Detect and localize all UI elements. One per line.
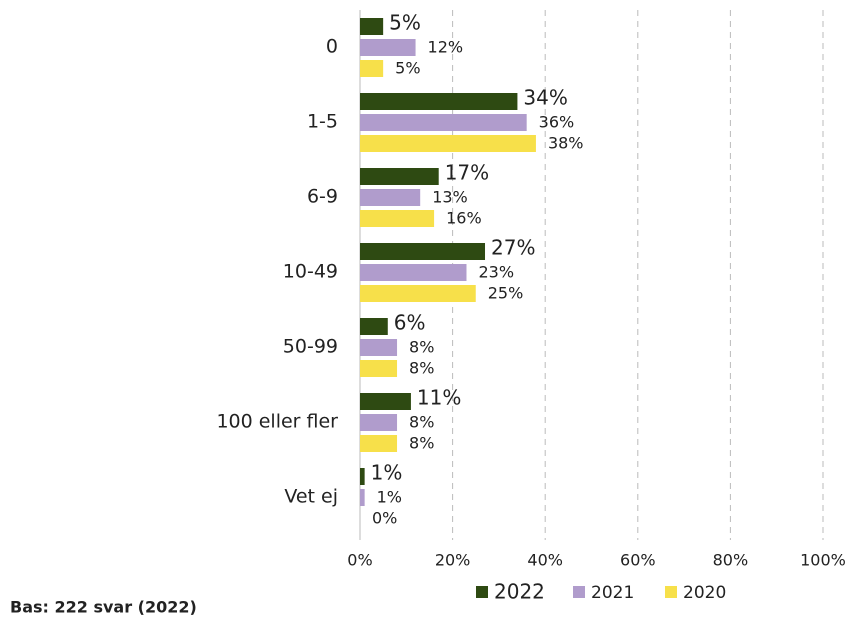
legend-label: 2021 bbox=[591, 583, 634, 603]
legend-swatch bbox=[665, 586, 677, 598]
data-label: 11% bbox=[417, 386, 461, 410]
data-label: 0% bbox=[372, 509, 397, 528]
bar bbox=[360, 264, 467, 281]
x-tick-label: 60% bbox=[620, 551, 656, 570]
bar bbox=[360, 339, 398, 356]
bar bbox=[360, 189, 421, 206]
data-label: 27% bbox=[491, 236, 535, 260]
bar bbox=[360, 360, 398, 377]
x-tick-label: 0% bbox=[347, 551, 372, 570]
category-label: 50-99 bbox=[283, 336, 338, 358]
bar bbox=[360, 210, 435, 227]
bar bbox=[360, 243, 486, 260]
bar bbox=[360, 168, 439, 185]
data-label: 34% bbox=[523, 86, 567, 110]
x-tick-label: 20% bbox=[435, 551, 471, 570]
category-label: 10-49 bbox=[283, 261, 338, 283]
legend-label: 2022 bbox=[494, 580, 545, 604]
bar bbox=[360, 60, 384, 77]
data-label: 1% bbox=[377, 488, 402, 507]
bar bbox=[360, 318, 388, 335]
data-label: 13% bbox=[432, 188, 468, 207]
bar bbox=[360, 468, 365, 485]
x-tick-label: 40% bbox=[527, 551, 563, 570]
x-tick-label: 100% bbox=[800, 551, 846, 570]
data-label: 23% bbox=[478, 263, 514, 282]
legend-label: 2020 bbox=[683, 583, 726, 603]
footnote: Bas: 222 svar (2022) bbox=[10, 598, 197, 617]
legend-swatch bbox=[476, 586, 488, 598]
category-label: 0 bbox=[326, 36, 338, 58]
bar bbox=[360, 414, 398, 431]
legend-swatch bbox=[573, 586, 585, 598]
bar bbox=[360, 114, 527, 131]
data-label: 38% bbox=[548, 134, 584, 153]
data-label: 8% bbox=[409, 359, 434, 378]
bar bbox=[360, 435, 398, 452]
bar bbox=[360, 285, 476, 302]
bar bbox=[360, 18, 384, 35]
category-label: 6-9 bbox=[307, 186, 338, 208]
data-label: 8% bbox=[409, 413, 434, 432]
data-label: 17% bbox=[445, 161, 489, 185]
data-label: 8% bbox=[409, 338, 434, 357]
x-tick-label: 80% bbox=[713, 551, 749, 570]
data-label: 5% bbox=[395, 59, 420, 78]
data-label: 16% bbox=[446, 209, 482, 228]
bar bbox=[360, 135, 536, 152]
data-label: 25% bbox=[488, 284, 524, 303]
data-label: 12% bbox=[428, 38, 464, 57]
bar bbox=[360, 393, 411, 410]
data-label: 5% bbox=[389, 11, 421, 35]
bar bbox=[360, 489, 365, 506]
data-label: 8% bbox=[409, 434, 434, 453]
category-label: Vet ej bbox=[284, 486, 338, 508]
data-label: 1% bbox=[371, 461, 403, 485]
bar bbox=[360, 39, 416, 56]
category-label: 1-5 bbox=[307, 111, 338, 133]
category-label: 100 eller fler bbox=[216, 411, 338, 433]
bar bbox=[360, 93, 518, 110]
data-label: 6% bbox=[394, 311, 426, 335]
data-label: 36% bbox=[539, 113, 575, 132]
